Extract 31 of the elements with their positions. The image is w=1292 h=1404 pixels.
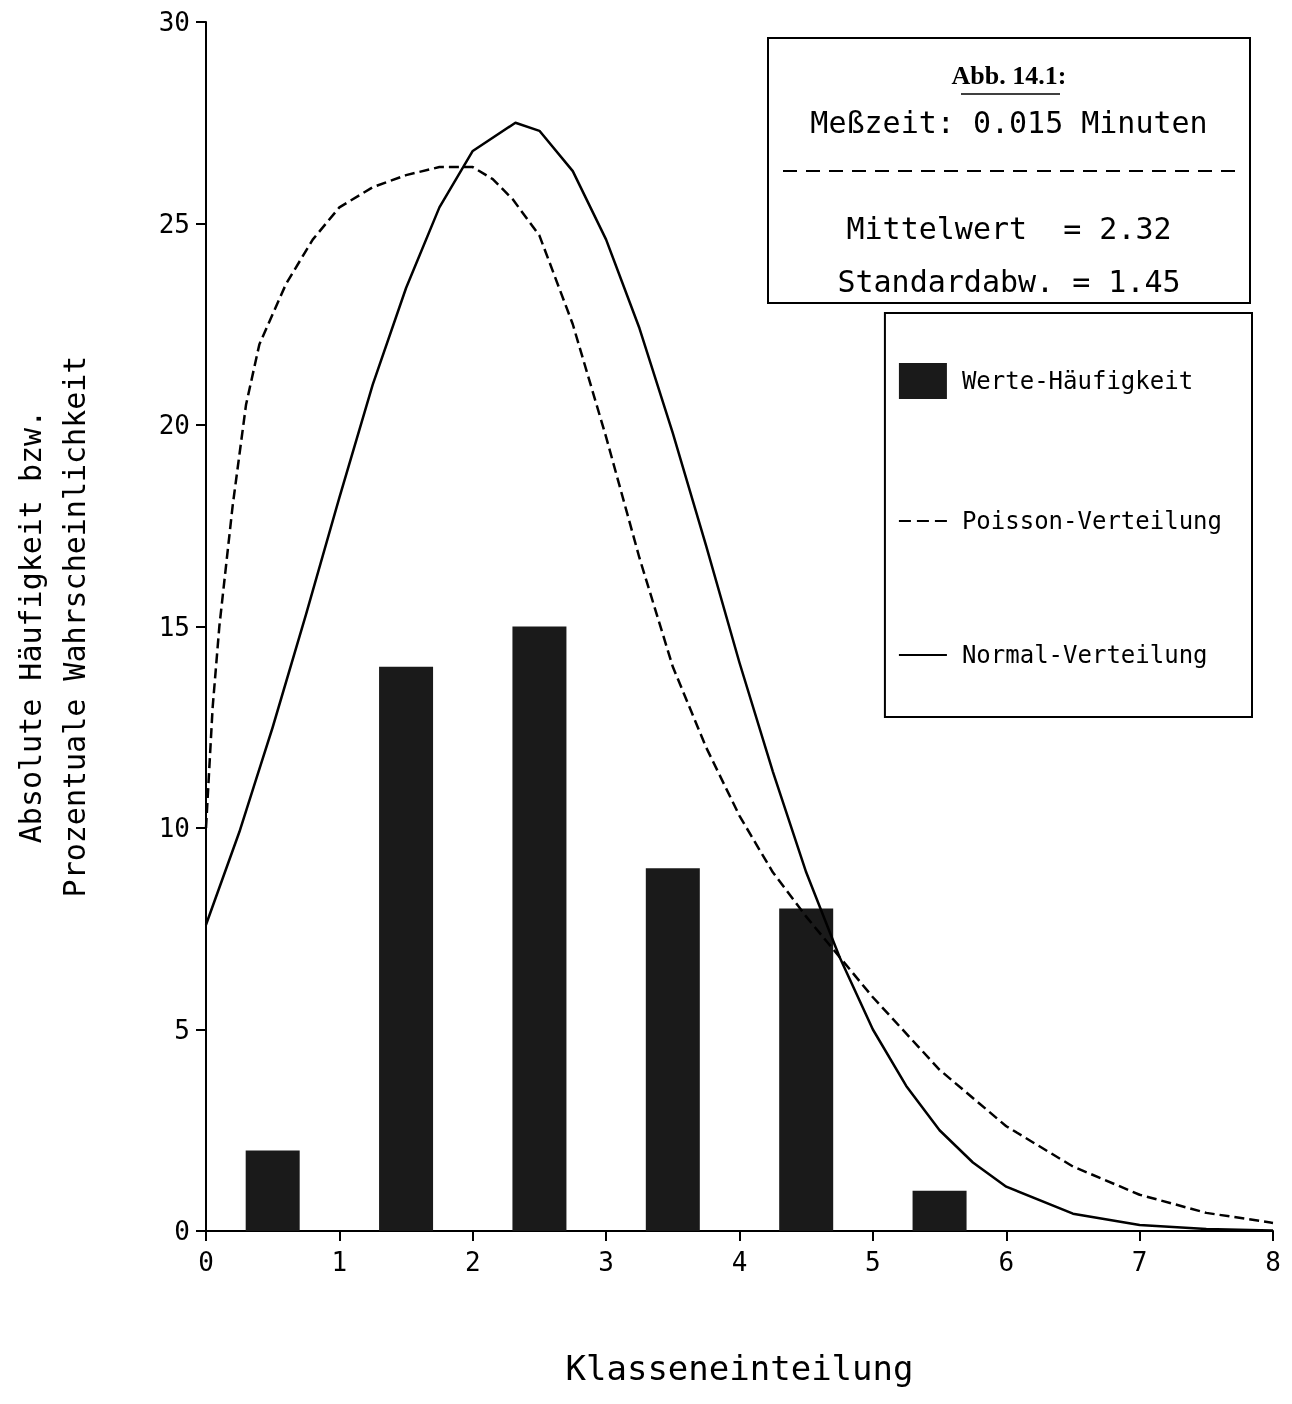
bar xyxy=(379,666,434,1231)
y-tick-label: 15 xyxy=(158,611,190,642)
bar xyxy=(512,626,567,1231)
y-tick-label: 0 xyxy=(174,1216,190,1246)
y-tick-label: 25 xyxy=(158,208,190,239)
legend-label: Werte-Häufigkeit xyxy=(961,367,1194,395)
x-tick-label: 3 xyxy=(598,1247,614,1277)
x-tick-label: 8 xyxy=(1265,1247,1281,1277)
x-tick-label: 2 xyxy=(464,1247,481,1277)
y-tick-label: 30 xyxy=(158,7,190,37)
y-tick-label: 10 xyxy=(158,813,190,843)
y-tick-label: 5 xyxy=(174,1014,190,1045)
annotation: Mittelwert = 2.32 xyxy=(846,210,1172,246)
x-tick-label: 7 xyxy=(1131,1247,1148,1277)
annotation: Abb. 14.1: xyxy=(951,60,1067,90)
x-tick-label: 0 xyxy=(198,1247,214,1277)
bar xyxy=(245,1150,300,1231)
x-tick-label: 6 xyxy=(998,1247,1015,1277)
bar xyxy=(779,908,834,1231)
x-tick-label: 4 xyxy=(731,1247,748,1277)
x-tick-label: 1 xyxy=(331,1247,348,1277)
y-axis-title: Absolute Häufigkeit bzw. Prozentuale Wahrscheinlichkeit xyxy=(12,355,92,898)
legend-label: Normal-Verteilung xyxy=(961,641,1208,669)
annotation: Standardabw. = 1.45 xyxy=(837,263,1181,299)
y-tick-label: 20 xyxy=(158,410,190,440)
bar xyxy=(912,1190,967,1231)
x-axis-title: Klasseneinteilung xyxy=(565,1348,914,1388)
bar xyxy=(645,868,700,1231)
x-tick-label: 5 xyxy=(865,1247,881,1277)
annotation: Meßzeit: 0.015 Minuten xyxy=(810,104,1208,140)
legend-label: Poisson-Verteilung xyxy=(961,507,1223,535)
